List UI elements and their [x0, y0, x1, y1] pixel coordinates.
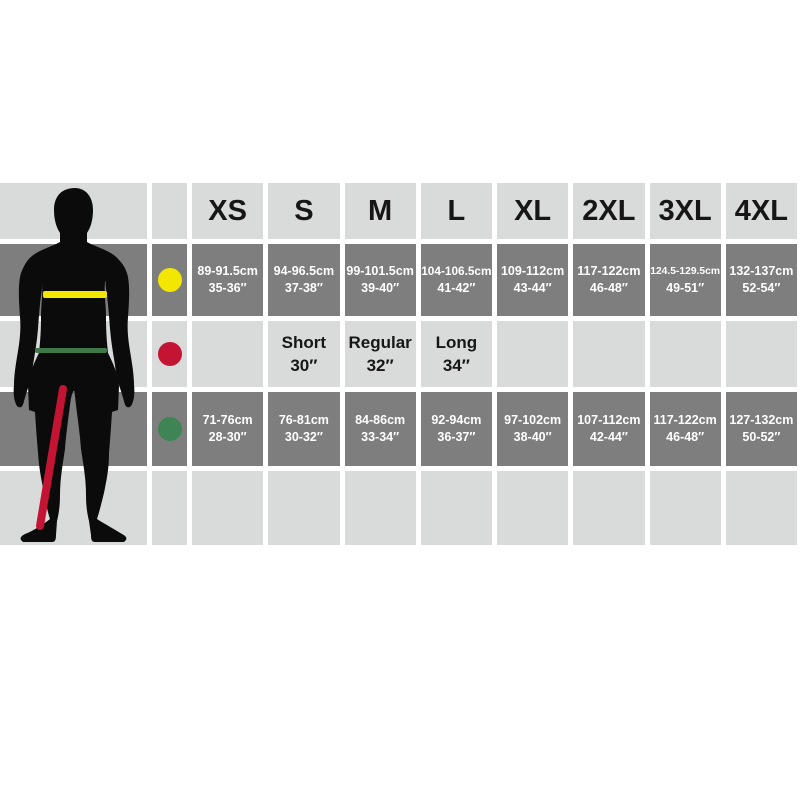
leg-length-xl-cell: [497, 321, 569, 387]
col-header-4xl: 4XL: [725, 183, 797, 239]
leg-length-l-cell: Long 34″: [420, 321, 492, 387]
bottom-empty-3xl-cell: [649, 471, 721, 545]
chest-2xl-cell: 117-122cm 46-48″: [573, 244, 645, 316]
silhouette-right-arm: [105, 255, 135, 408]
waist-2xl-cell: 107-112cm 42-44″: [573, 392, 645, 466]
bottom-empty-2xl-cell: [573, 471, 645, 545]
leg-length-marker-cell: [152, 321, 187, 387]
waist-4xl-cell: 127-132cm 50-52″: [725, 392, 797, 466]
waist-marker-cell: [152, 392, 187, 466]
male-silhouette: [13, 188, 135, 542]
chest-s-cell: 94-96.5cm 37-38″: [268, 244, 340, 316]
col-header-l: L: [420, 183, 492, 239]
col-header-xl: XL: [497, 183, 569, 239]
chest-xl-cell: 109-112cm 43-44″: [497, 244, 569, 316]
bottom-empty-4xl-cell: [725, 471, 797, 545]
waist-3xl-cell: 117-122cm 46-48″: [649, 392, 721, 466]
bottom-empty-m-cell: [344, 471, 416, 545]
chest-3xl-cell: 124.5-129.5cm 49-51″: [649, 244, 721, 316]
col-header-2xl: 2XL: [573, 183, 645, 239]
leg-length-m-cell: Regular 32″: [344, 321, 416, 387]
leg-length-marker-dot: [157, 342, 182, 366]
body-figure-panel: [0, 183, 147, 545]
col-header-3xl: 3XL: [649, 183, 721, 239]
waist-xl-cell: 97-102cm 38-40″: [497, 392, 569, 466]
bottom-empty-l-cell: [420, 471, 492, 545]
waist-l-cell: 92-94cm 36-37″: [420, 392, 492, 466]
col-header-m: M: [344, 183, 416, 239]
waist-xs-cell: 71-76cm 28-30″: [192, 392, 264, 466]
chest-m-cell: 99-101.5cm 39-40″: [344, 244, 416, 316]
col-header-xs: XS: [192, 183, 264, 239]
bottom-empty-xl-cell: [497, 471, 569, 545]
size-table: XS S M L XL 2XL 3XL 4XL 89-91.5cm 35-36″ …: [0, 183, 797, 545]
silhouette-left-arm: [13, 255, 43, 408]
waist-marker-dot: [157, 417, 182, 441]
leg-length-4xl-cell: [725, 321, 797, 387]
waist-measure-line: [35, 348, 107, 353]
bottom-empty-s-cell: [268, 471, 340, 545]
chest-4xl-cell: 132-137cm 52-54″: [725, 244, 797, 316]
bottom-empty-xs-cell: [192, 471, 264, 545]
leg-length-s-cell: Short 30″: [268, 321, 340, 387]
chest-marker-dot: [157, 268, 182, 292]
bottom-empty-marker-cell: [152, 471, 187, 545]
waist-m-cell: 84-86cm 33-34″: [344, 392, 416, 466]
leg-length-2xl-cell: [573, 321, 645, 387]
marker-column-header: [152, 183, 187, 239]
waist-s-cell: 76-81cm 30-32″: [268, 392, 340, 466]
col-header-s: S: [268, 183, 340, 239]
chest-measure-line: [43, 291, 107, 298]
leg-length-3xl-cell: [649, 321, 721, 387]
silhouette-body: [20, 188, 127, 542]
leg-length-xs-cell: [192, 321, 264, 387]
chest-l-cell: 104-106.5cm 41-42″: [420, 244, 492, 316]
chest-xs-cell: 89-91.5cm 35-36″: [192, 244, 264, 316]
leg-measure-line: [36, 385, 67, 530]
chest-marker-cell: [152, 244, 187, 316]
